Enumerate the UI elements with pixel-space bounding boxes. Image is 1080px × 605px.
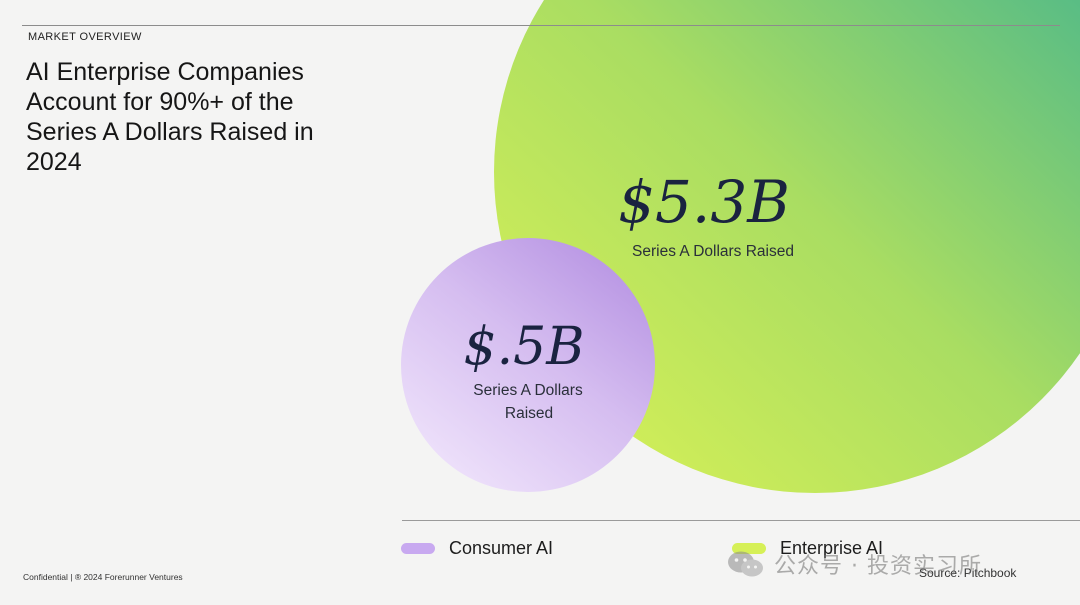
consumer-value-label: $.5B [464, 317, 585, 377]
bubble-consumer-ai [401, 238, 655, 492]
enterprise-value-label: $5.3B [618, 168, 790, 236]
watermark-text: 公众号 · 投资实习所 [774, 554, 982, 579]
section-eyebrow: MARKET OVERVIEW [28, 31, 142, 43]
legend-divider [402, 520, 1080, 521]
confidential-footer: Confidential | ® 2024 Forerunner Venture… [23, 572, 183, 582]
top-divider [22, 25, 1060, 26]
legend-item-enterprise-ai: Enterprise AI [732, 538, 883, 559]
legend-label-consumer-ai: Consumer AI [449, 538, 554, 558]
wechat-icon [728, 551, 763, 577]
source-note: Source: Pitchbook [919, 566, 1017, 580]
slide-title: AI Enterprise Companies Account for 90%+… [26, 58, 314, 176]
legend-item-consumer-ai: Consumer AI [401, 538, 553, 559]
consumer-value-sublabel-line2: Raised [505, 405, 553, 422]
watermark: 公众号 · 投资实习所 [726, 548, 982, 580]
legend-swatch-consumer-ai [401, 543, 435, 554]
enterprise-value-sublabel: Series A Dollars Raised [632, 243, 794, 260]
legend-label-enterprise-ai: Enterprise AI [780, 538, 884, 558]
legend-swatch-enterprise-ai [732, 543, 766, 554]
consumer-value-sublabel-line1: Series A Dollars [473, 382, 583, 399]
